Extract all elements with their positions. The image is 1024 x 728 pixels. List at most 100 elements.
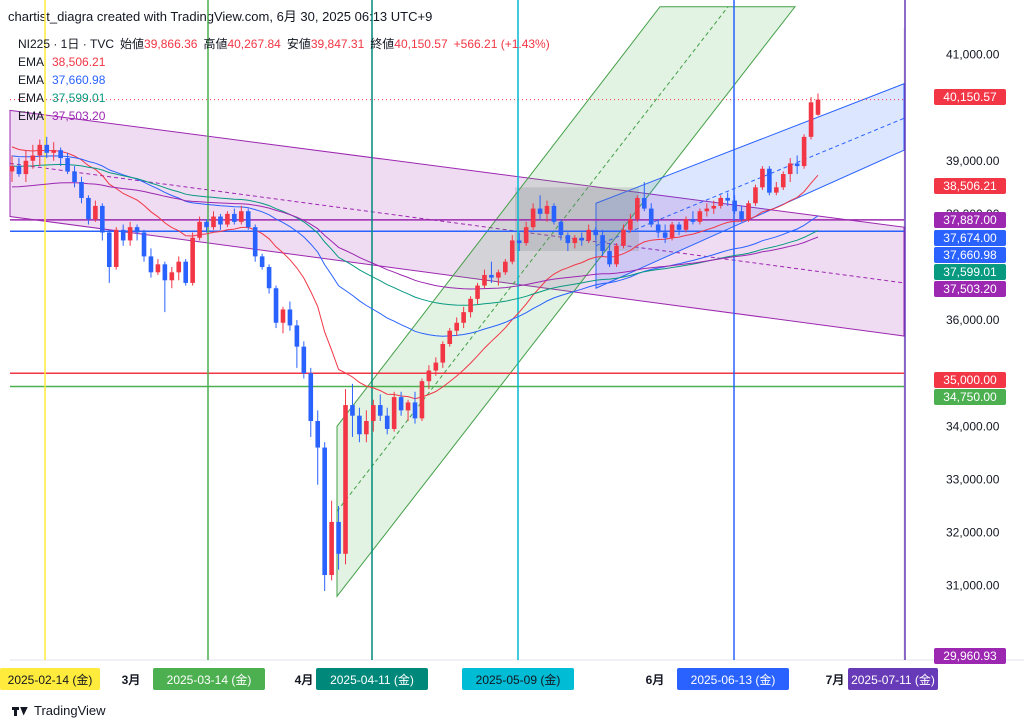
candle-body bbox=[572, 237, 578, 244]
candle-body bbox=[384, 415, 390, 429]
candle-body bbox=[391, 397, 397, 429]
candle-body bbox=[704, 208, 710, 212]
candle-body bbox=[711, 205, 717, 209]
footer: TradingView bbox=[12, 703, 106, 718]
candle-body bbox=[614, 245, 619, 265]
candle-body bbox=[141, 232, 147, 257]
candle-body bbox=[523, 227, 529, 244]
candle-body bbox=[662, 232, 668, 238]
ema-label: EMA bbox=[18, 109, 45, 123]
candle-body bbox=[426, 370, 432, 382]
candle-body bbox=[468, 298, 473, 313]
candle-body bbox=[482, 274, 487, 286]
candle-body bbox=[732, 200, 737, 212]
candle-body bbox=[301, 346, 307, 374]
candle-body bbox=[162, 264, 168, 281]
low-label: 安値 bbox=[286, 37, 311, 51]
candle-body bbox=[30, 155, 36, 161]
candle-body bbox=[496, 272, 501, 278]
candlestick-chart[interactable]: 41,000.0039,000.0038,000.0036,000.0034,0… bbox=[0, 0, 1024, 700]
price-tag bbox=[934, 281, 1006, 297]
date-tag bbox=[0, 668, 100, 690]
candle-body bbox=[398, 397, 404, 411]
candle-body bbox=[44, 144, 50, 153]
price-tag-label: 35,000.00 bbox=[943, 373, 997, 387]
candle-body bbox=[364, 421, 369, 435]
high-label: 高値 bbox=[203, 37, 228, 51]
candle-body bbox=[280, 309, 286, 323]
candle-body bbox=[801, 136, 807, 167]
tradingview-logo-icon bbox=[12, 705, 28, 717]
candle-body bbox=[315, 421, 321, 448]
date-tag-label: 2025-05-09 (金) bbox=[476, 672, 561, 687]
candle-body bbox=[204, 221, 209, 228]
candle-body bbox=[558, 221, 564, 236]
candle-body bbox=[516, 240, 522, 244]
candle-body bbox=[794, 163, 800, 167]
candle-body bbox=[787, 163, 793, 175]
price-tag-label: 40,150.57 bbox=[943, 90, 997, 104]
candle-body bbox=[211, 216, 216, 228]
y-tick-label: 34,000.00 bbox=[946, 419, 1000, 433]
ema-row-3: EMA 37,599.01 bbox=[18, 89, 550, 107]
high-value: 40,267.84 bbox=[227, 37, 281, 51]
candle-body bbox=[294, 325, 300, 347]
candle-body bbox=[475, 285, 480, 299]
symbol-label: NI225 · 1日 · TVC bbox=[18, 37, 115, 51]
candle-body bbox=[120, 229, 126, 241]
price-tag bbox=[934, 230, 1006, 246]
ema-line bbox=[11, 155, 819, 337]
candle-body bbox=[676, 224, 682, 230]
candle-body bbox=[739, 211, 744, 220]
ema-value: 37,599.01 bbox=[52, 91, 106, 105]
price-tag bbox=[934, 648, 1006, 664]
candle-body bbox=[419, 381, 425, 419]
candle-body bbox=[551, 205, 557, 222]
candle-body bbox=[371, 405, 376, 422]
candle-body bbox=[683, 219, 689, 230]
price-tag-label: 37,599.01 bbox=[943, 265, 997, 279]
candle-body bbox=[148, 256, 154, 273]
candle-body bbox=[238, 211, 244, 222]
chart-attribution: chartist_diagra created with TradingView… bbox=[8, 9, 433, 24]
date-tag-label: 2025-03-14 (金) bbox=[167, 672, 252, 687]
ema-label: EMA bbox=[18, 73, 45, 87]
candle-body bbox=[23, 160, 29, 175]
date-tag bbox=[848, 668, 938, 690]
candle-body bbox=[218, 216, 223, 225]
candle-body bbox=[93, 205, 98, 220]
candle-body bbox=[232, 213, 237, 222]
price-tag bbox=[934, 212, 1006, 228]
y-tick-label: 36,000.00 bbox=[946, 313, 1000, 327]
ema-value: 38,506.21 bbox=[52, 55, 106, 69]
candle-body bbox=[600, 235, 605, 252]
candle-body bbox=[718, 197, 724, 206]
descending-channel-midline bbox=[9, 162, 905, 284]
candle-body bbox=[767, 168, 772, 193]
candle-body bbox=[51, 150, 56, 153]
ema-value: 37,660.98 bbox=[52, 73, 106, 87]
brand-name: TradingView bbox=[34, 703, 106, 718]
candle-body bbox=[266, 266, 272, 289]
price-tag bbox=[934, 264, 1006, 280]
candle-body bbox=[405, 402, 411, 411]
candle-body bbox=[454, 322, 459, 331]
candle-body bbox=[447, 330, 453, 344]
ema-label: EMA bbox=[18, 55, 45, 69]
y-tick-label: 33,000.00 bbox=[946, 472, 1000, 486]
candle-body bbox=[197, 221, 202, 238]
candle-body bbox=[65, 158, 70, 172]
date-tag-label: 2025-07-11 (金) bbox=[851, 672, 935, 687]
candle-body bbox=[225, 213, 230, 225]
ema-line bbox=[11, 163, 819, 306]
chart-legend: NI225 · 1日 · TVC 始値 39,866.36 高値 40,267.84… bbox=[18, 35, 550, 125]
candle-body bbox=[350, 405, 355, 416]
candle-body bbox=[86, 197, 91, 220]
candle-body bbox=[641, 197, 647, 209]
date-tag-label: 2025-02-14 (金) bbox=[8, 672, 93, 687]
candle-body bbox=[690, 219, 696, 222]
candle-body bbox=[635, 197, 640, 220]
candle-body bbox=[697, 211, 703, 222]
x-month-label: 4月 bbox=[295, 673, 314, 687]
candle-body bbox=[190, 237, 195, 283]
